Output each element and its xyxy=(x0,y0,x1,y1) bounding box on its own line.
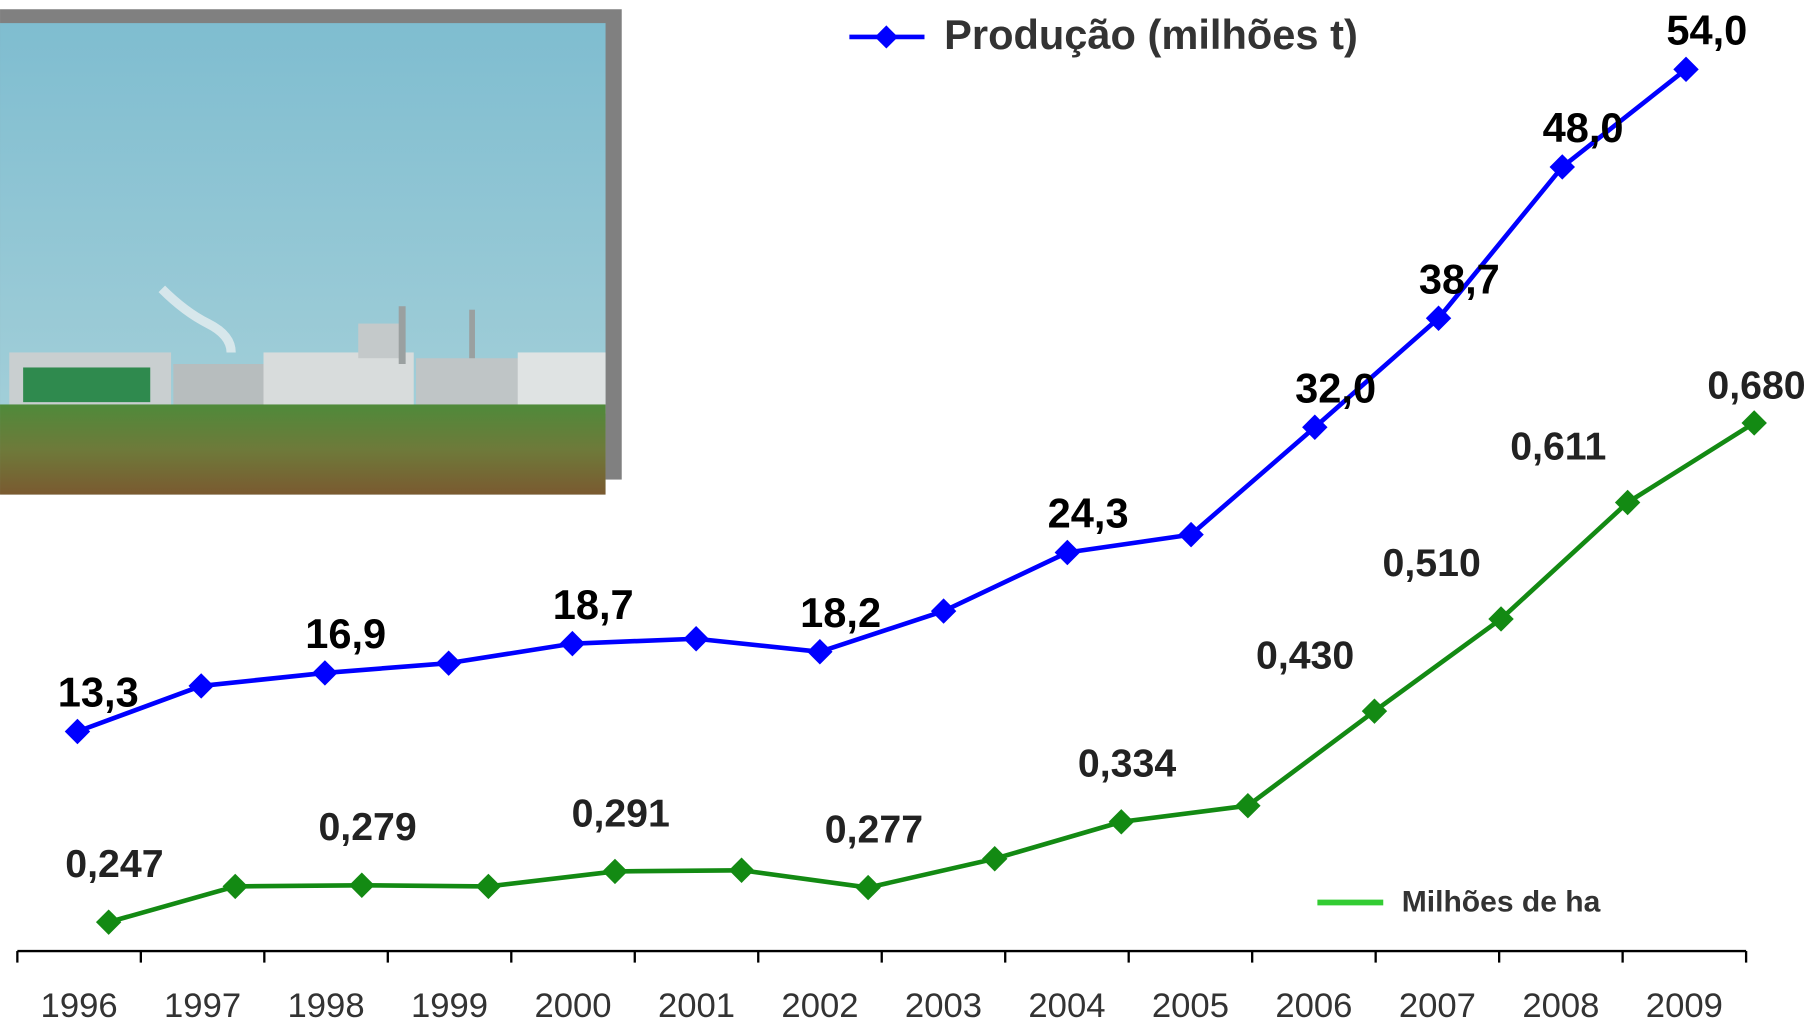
x-tick-label: 2003 xyxy=(905,987,982,1025)
marker xyxy=(475,873,502,900)
data-label: 38,7 xyxy=(1419,255,1500,302)
legend: Produção (milhões t) Milhões de ha xyxy=(849,11,1601,919)
data-label: 0,510 xyxy=(1383,541,1481,585)
marker xyxy=(1054,539,1081,566)
data-label: 32,0 xyxy=(1295,364,1376,411)
marker xyxy=(188,673,214,699)
marker xyxy=(64,718,91,745)
x-tick-label: 2004 xyxy=(1028,987,1105,1025)
marker xyxy=(1235,792,1261,819)
data-label: 0,277 xyxy=(825,807,923,851)
data-label: 18,7 xyxy=(553,581,634,628)
x-tick-label: 2000 xyxy=(534,987,611,1025)
marker xyxy=(1741,410,1767,436)
data-label: 0,291 xyxy=(572,791,670,835)
data-label: 0,680 xyxy=(1707,364,1805,408)
marker xyxy=(807,639,833,665)
marker xyxy=(982,846,1008,872)
data-label: 0,279 xyxy=(318,805,416,849)
series-line xyxy=(76,67,1688,734)
data-label: 54,0 xyxy=(1666,6,1747,53)
marker xyxy=(728,857,755,883)
marker xyxy=(95,909,122,935)
data-label: 24,3 xyxy=(1048,490,1129,537)
marker xyxy=(602,858,628,885)
marker xyxy=(559,630,586,657)
legend-marker xyxy=(874,25,898,49)
marker xyxy=(1425,305,1452,331)
marker xyxy=(855,874,881,901)
marker xyxy=(930,598,957,624)
marker xyxy=(312,660,338,686)
data-label: 13,3 xyxy=(58,669,139,716)
data-label: 0,247 xyxy=(65,842,163,886)
x-tick-label: 1996 xyxy=(41,987,118,1025)
data-label: 18,2 xyxy=(800,589,881,636)
x-tick-label: 2002 xyxy=(781,987,858,1025)
marker xyxy=(435,650,462,676)
x-tick-label: 2006 xyxy=(1275,987,1352,1025)
marker xyxy=(349,872,375,898)
x-tick-label: 2007 xyxy=(1399,987,1476,1025)
series-line xyxy=(108,420,1756,925)
x-tick-label: 1998 xyxy=(288,987,365,1025)
x-tick-label: 1999 xyxy=(411,987,488,1025)
data-label: 0,430 xyxy=(1256,633,1354,677)
data-label: 16,9 xyxy=(305,610,386,657)
data-label: 0,611 xyxy=(1510,425,1606,469)
marker xyxy=(1302,414,1328,440)
marker xyxy=(683,626,709,652)
marker xyxy=(1488,606,1514,632)
marker xyxy=(1361,698,1388,724)
legend-label: Produção (milhões t) xyxy=(944,11,1358,58)
x-tick-label: 1997 xyxy=(164,987,241,1025)
data-label: 0,334 xyxy=(1078,742,1176,786)
x-tick-label: 2009 xyxy=(1646,987,1723,1025)
legend-label: Milhões de ha xyxy=(1402,886,1601,919)
x-tick-label: 2001 xyxy=(658,987,735,1025)
photo xyxy=(0,9,622,495)
marker xyxy=(222,873,248,900)
marker xyxy=(1108,809,1135,835)
x-tick-label: 2005 xyxy=(1152,987,1229,1025)
x-tick-label: 2008 xyxy=(1522,987,1599,1025)
data-label: 48,0 xyxy=(1543,104,1624,151)
marker xyxy=(1549,154,1575,180)
